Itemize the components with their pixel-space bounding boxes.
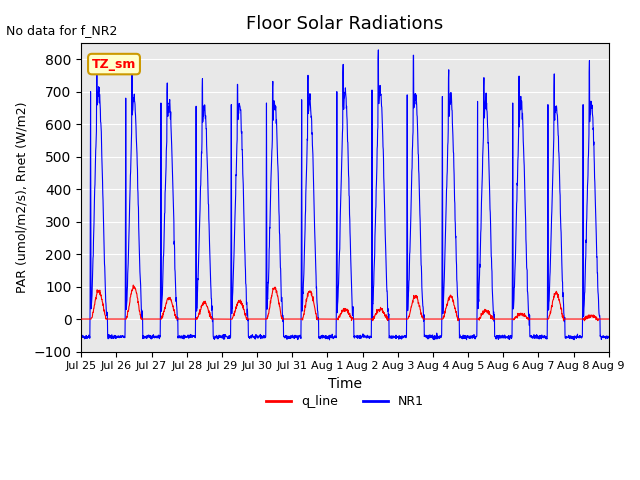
- X-axis label: Time: Time: [328, 377, 362, 391]
- Legend: q_line, NR1: q_line, NR1: [261, 390, 429, 413]
- Text: No data for f_NR2: No data for f_NR2: [6, 24, 118, 37]
- Title: Floor Solar Radiations: Floor Solar Radiations: [246, 15, 444, 33]
- Text: TZ_sm: TZ_sm: [92, 58, 136, 71]
- Y-axis label: PAR (umol/m2/s), Rnet (W/m2): PAR (umol/m2/s), Rnet (W/m2): [15, 101, 28, 293]
